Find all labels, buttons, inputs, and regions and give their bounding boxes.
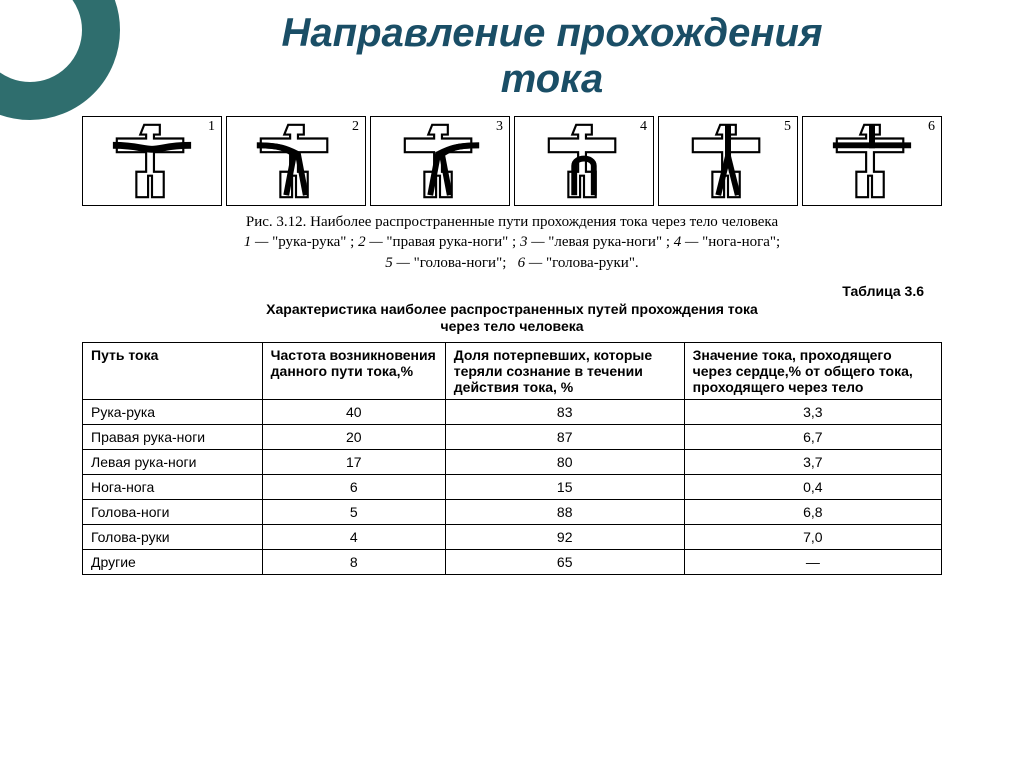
cell-path: Рука-рука	[83, 399, 263, 424]
cell-freq: 5	[262, 499, 445, 524]
cell-heart: 0,4	[684, 474, 941, 499]
caption-text: Наиболее распространенные пути прохожден…	[310, 214, 778, 230]
col-dolia: Доля потерпевших, которые теряли сознани…	[445, 342, 684, 399]
body-icon-head-legs	[659, 117, 797, 205]
slide-title: Направление прохождения тока	[0, 0, 1024, 108]
cell-path: Правая рука-ноги	[83, 424, 263, 449]
table-row: Нога-нога 6 15 0,4	[83, 474, 942, 499]
legend-2-i: 2 —	[358, 234, 383, 250]
table-row: Правая рука-ноги 20 87 6,7	[83, 424, 942, 449]
cell-dolia: 65	[445, 549, 684, 574]
cell-heart: 6,8	[684, 499, 941, 524]
legend-4-i: 4 —	[674, 234, 699, 250]
body-icon-lefthand-legs	[371, 117, 509, 205]
table-row: Рука-рука 40 83 3,3	[83, 399, 942, 424]
table-row: Левая рука-ноги 17 80 3,7	[83, 449, 942, 474]
title-line-2: тока	[501, 57, 603, 101]
table-header-row: Путь тока Частота возникновения данного …	[83, 342, 942, 399]
legend-3-i: 3 —	[520, 234, 545, 250]
cell-heart: —	[684, 549, 941, 574]
cell-freq: 6	[262, 474, 445, 499]
cell-path: Голова-руки	[83, 524, 263, 549]
figure-caption: Рис. 3.12. Наиболее распространенные пут…	[60, 212, 964, 273]
cell-heart: 3,3	[684, 399, 941, 424]
table-row: Другие 8 65 —	[83, 549, 942, 574]
title-line-1: Направление прохождения	[282, 11, 823, 55]
figures-row: 1 2 3	[60, 116, 964, 206]
legend-6-i: 6 —	[518, 255, 543, 271]
cell-heart: 3,7	[684, 449, 941, 474]
figure-5: 5	[658, 116, 798, 206]
body-icon-righthand-legs	[227, 117, 365, 205]
figure-3: 3	[370, 116, 510, 206]
col-heart: Значение тока, проходящего через сердце,…	[684, 342, 941, 399]
legend-3-t: "левая рука-ноги" ;	[548, 234, 670, 250]
cell-path: Голова-ноги	[83, 499, 263, 524]
col-freq: Частота возникновения данного пути тока,…	[262, 342, 445, 399]
legend-2-t: "правая рука-ноги" ;	[386, 234, 516, 250]
legend-1-t: "рука-рука" ;	[272, 234, 354, 250]
figure-4: 4	[514, 116, 654, 206]
cell-path: Другие	[83, 549, 263, 574]
cell-freq: 40	[262, 399, 445, 424]
table-title-l2: через тело человека	[440, 318, 583, 334]
cell-dolia: 92	[445, 524, 684, 549]
cell-dolia: 83	[445, 399, 684, 424]
cell-freq: 4	[262, 524, 445, 549]
data-table: Путь тока Частота возникновения данного …	[82, 342, 942, 575]
cell-dolia: 88	[445, 499, 684, 524]
table-row: Голова-руки 4 92 7,0	[83, 524, 942, 549]
legend-5-i: 5 —	[385, 255, 410, 271]
table-title-l1: Характеристика наиболее распространенных…	[266, 301, 758, 317]
table-caption: Характеристика наиболее распространенных…	[100, 301, 924, 336]
cell-path: Левая рука-ноги	[83, 449, 263, 474]
caption-label: Рис. 3.12.	[246, 214, 307, 230]
body-icon-head-hands	[803, 117, 941, 205]
figure-1: 1	[82, 116, 222, 206]
legend-4-t: "нога-нога";	[702, 234, 780, 250]
table-label-row: Таблица 3.6	[60, 283, 924, 299]
cell-heart: 6,7	[684, 424, 941, 449]
legend-1-i: 1 —	[244, 234, 269, 250]
legend-6-t: "голова-руки".	[546, 255, 639, 271]
cell-dolia: 15	[445, 474, 684, 499]
cell-dolia: 80	[445, 449, 684, 474]
body-icon-leg-leg	[515, 117, 653, 205]
cell-path: Нога-нога	[83, 474, 263, 499]
figure-6: 6	[802, 116, 942, 206]
table-label: Таблица 3.6	[842, 283, 924, 299]
figure-2: 2	[226, 116, 366, 206]
col-path: Путь тока	[83, 342, 263, 399]
legend-5-t: "голова-ноги";	[414, 255, 507, 271]
cell-freq: 20	[262, 424, 445, 449]
cell-heart: 7,0	[684, 524, 941, 549]
body-icon-hand-hand	[83, 117, 221, 205]
cell-dolia: 87	[445, 424, 684, 449]
table-row: Голова-ноги 5 88 6,8	[83, 499, 942, 524]
cell-freq: 8	[262, 549, 445, 574]
cell-freq: 17	[262, 449, 445, 474]
